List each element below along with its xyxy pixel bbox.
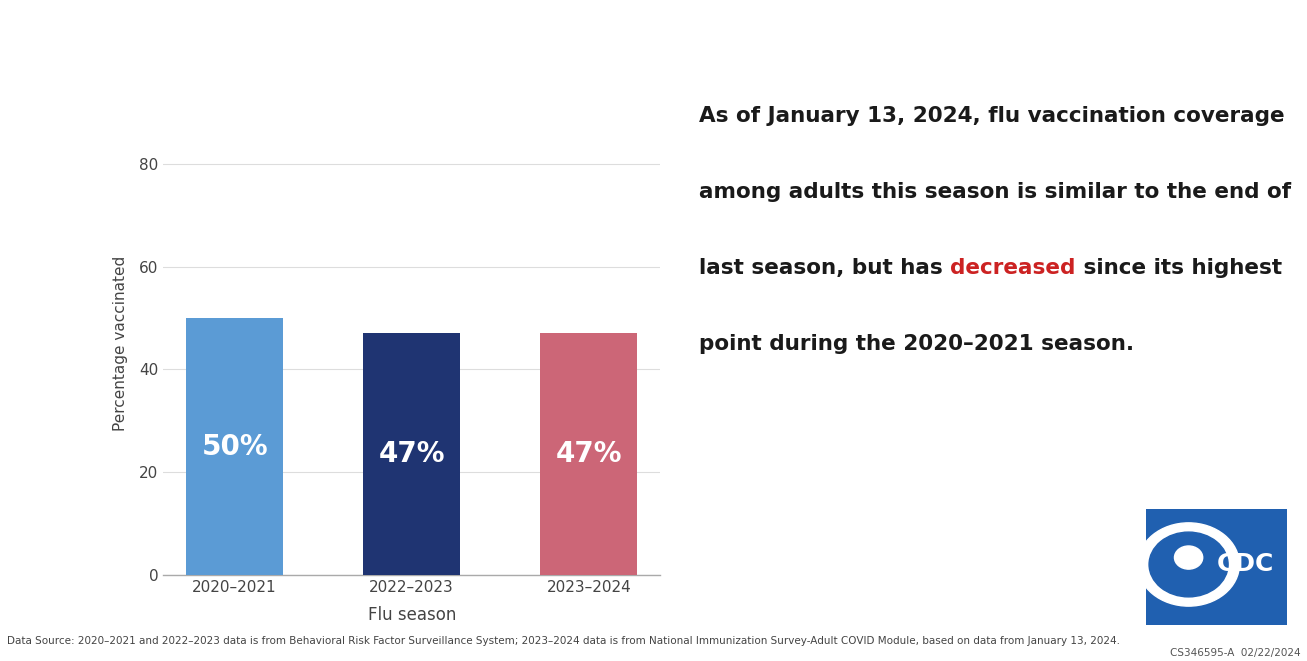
Text: among adults this season is similar to the end of: among adults this season is similar to t… [699, 182, 1291, 202]
Bar [540, 333, 638, 575]
Bar [186, 318, 284, 575]
Text: last season, but has: last season, but has [699, 258, 950, 278]
Text: CDC: CDC [1217, 553, 1274, 576]
Text: decreased: decreased [950, 258, 1076, 278]
Circle shape [1149, 532, 1229, 597]
Text: in Adults 18 Years and Older: in Adults 18 Years and Older [478, 27, 1040, 65]
Text: Flu Vaccination Coverage: Flu Vaccination Coverage [24, 27, 578, 65]
Y-axis label: Percentage vaccinated: Percentage vaccinated [112, 256, 128, 432]
X-axis label: Flu season: Flu season [367, 606, 456, 624]
Text: since its highest: since its highest [1076, 258, 1282, 278]
Text: point during the 2020–2021 season.: point during the 2020–2021 season. [699, 334, 1134, 354]
FancyBboxPatch shape [1140, 503, 1294, 631]
Text: 47%: 47% [379, 440, 444, 468]
Text: Data Source: 2020–2021 and 2022–2023 data is from Behavioral Risk Factor Surveil: Data Source: 2020–2021 and 2022–2023 dat… [7, 637, 1120, 646]
Text: 47%: 47% [555, 440, 622, 468]
Text: CS346595-A  02/22/2024: CS346595-A 02/22/2024 [1170, 648, 1300, 658]
Circle shape [1138, 523, 1239, 606]
Text: As of January 13, 2024, flu vaccination coverage: As of January 13, 2024, flu vaccination … [699, 106, 1285, 126]
Text: 50%: 50% [201, 432, 268, 461]
Bar [363, 333, 460, 575]
Circle shape [1175, 546, 1202, 569]
